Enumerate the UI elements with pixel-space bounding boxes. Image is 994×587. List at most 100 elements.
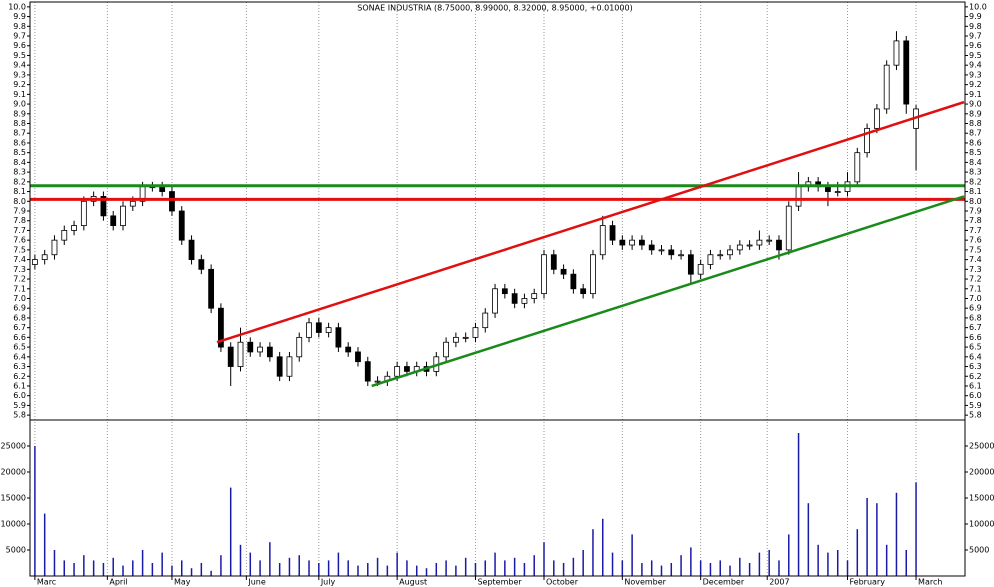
y-tick-label: 9.4	[13, 61, 26, 70]
candle-body	[639, 239, 645, 246]
candle-body	[678, 254, 684, 257]
volume-bar	[92, 560, 95, 576]
marks	[30, 31, 965, 576]
volume-bar	[504, 560, 506, 576]
candle-body	[776, 239, 782, 251]
y-tick-label-right: 7.4	[969, 255, 982, 264]
candle-body	[511, 293, 518, 304]
volume-bar	[327, 560, 330, 576]
volume-bar	[719, 560, 721, 576]
y-tick-label-right: 6.7	[969, 323, 982, 332]
y-tick-label: 6.7	[13, 323, 26, 332]
y-tick-label-right: 6.8	[969, 313, 982, 322]
volume-bar	[259, 560, 261, 576]
y-tick-label: 10.0	[8, 2, 26, 11]
candle-body	[629, 239, 636, 246]
candle-body	[266, 346, 273, 358]
candle-body	[834, 191, 841, 193]
volume-bar	[53, 550, 56, 576]
y-tick-label-right: 7.6	[969, 236, 982, 245]
volume-bar	[513, 557, 516, 576]
y-tick-label-right: 8.2	[969, 177, 982, 186]
candle-body	[619, 239, 626, 246]
y-tick-label: 8.9	[13, 109, 26, 118]
candle-body	[472, 327, 479, 338]
candle-body	[599, 225, 606, 256]
candle-body	[51, 239, 58, 256]
volume-bar	[553, 560, 555, 576]
candle-body	[668, 249, 675, 256]
candle-body	[110, 215, 117, 226]
candle-body	[873, 108, 880, 129]
candle-body	[648, 244, 655, 251]
y-tick-label: 8.4	[13, 158, 26, 167]
candle-body	[169, 191, 175, 212]
volume-bar	[386, 565, 389, 576]
y-tick-label: 25000	[1, 442, 26, 451]
y-tick-label: 7.6	[13, 236, 26, 245]
y-tick-label-right: 9.0	[969, 100, 982, 109]
volume-bar	[758, 552, 761, 576]
y-tick-label-right: 9.7	[969, 32, 982, 41]
y-tick-label-right: 9.8	[969, 22, 982, 31]
y-tick-label-right: 6.2	[969, 372, 982, 381]
volume-bar	[357, 565, 359, 576]
volume-bar	[915, 482, 917, 576]
volume-bar	[748, 563, 751, 576]
candle-body	[883, 64, 890, 110]
y-tick-label: 10000	[1, 520, 26, 529]
volume-bar	[543, 542, 545, 576]
volume-bar	[494, 552, 496, 576]
volume-bar	[181, 560, 183, 576]
volume-bar	[729, 565, 731, 576]
candle-body	[531, 293, 538, 299]
y-tick-label-right: 9.4	[969, 61, 982, 70]
y-tick-label: 7.4	[13, 255, 26, 264]
volume-bar	[788, 534, 790, 576]
volume-bar	[376, 557, 379, 576]
candle-body	[355, 351, 361, 363]
volume-bar	[778, 560, 780, 576]
candle-body	[795, 186, 802, 207]
y-tick-label-right: 7.7	[969, 226, 982, 235]
volume-bar	[278, 563, 281, 576]
y-tick-label: 9.0	[13, 100, 26, 109]
volume-bar	[122, 565, 124, 576]
x-tick-label: June	[247, 578, 266, 587]
volume-bar	[895, 492, 898, 576]
candle-body	[717, 254, 724, 257]
y-tick-label-right: 9.1	[969, 90, 982, 99]
y-tick-label: 7.9	[13, 207, 26, 216]
candle-body	[825, 186, 831, 192]
y-tick-label: 8.7	[13, 129, 26, 138]
candle-body	[198, 259, 205, 270]
y-tick-label-right: 6.0	[969, 391, 982, 400]
candle-body	[178, 210, 185, 241]
candle-body	[80, 200, 87, 226]
volume-bar	[846, 560, 849, 576]
volume-bar	[396, 552, 398, 576]
candle-body	[736, 244, 743, 251]
candle-body	[286, 356, 293, 377]
y-tick-label: 15000	[1, 494, 26, 503]
volume-bar	[415, 565, 418, 576]
y-tick-label: 9.7	[13, 32, 26, 41]
volume-bar	[523, 563, 526, 576]
y-tick-label-right: 5.9	[969, 401, 982, 410]
volume-bar	[347, 560, 349, 576]
y-tick-label: 8.6	[13, 138, 26, 147]
volume-bar	[406, 560, 408, 576]
x-tick-label: July	[320, 578, 336, 587]
y-tick-label: 9.6	[13, 41, 26, 50]
chart-title: SONAE INDUSTRIA (8.75000, 8.99000, 8.320…	[357, 4, 632, 13]
volume-bar	[269, 542, 271, 576]
y-tick-label: 6.3	[13, 362, 26, 371]
candle-body	[237, 341, 244, 367]
y-tick-label: 8.5	[13, 148, 26, 157]
volume-bar	[866, 498, 868, 576]
candle-body	[100, 196, 107, 217]
candle-body	[159, 186, 166, 192]
y-tick-label: 6.4	[13, 352, 26, 361]
y-tick-label: 8.2	[13, 177, 26, 186]
